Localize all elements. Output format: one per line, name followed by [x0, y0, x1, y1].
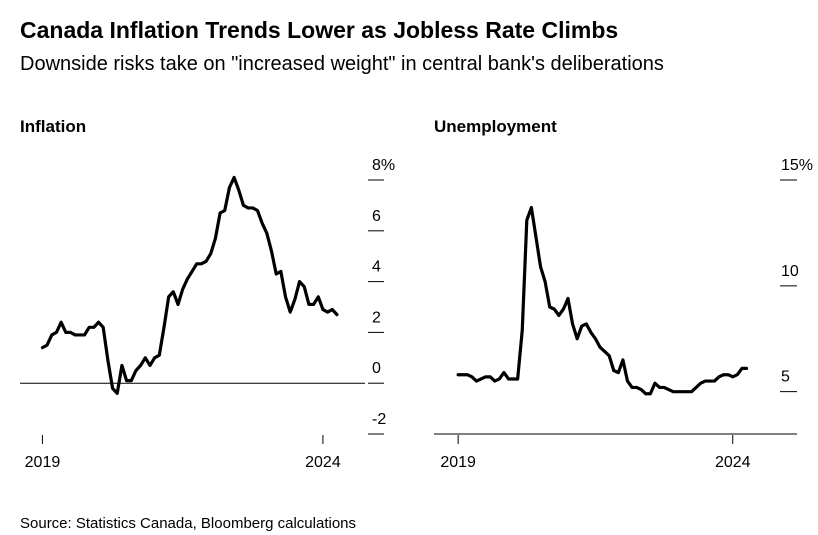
- panel-title: Inflation: [20, 117, 86, 136]
- data-line: [456, 205, 749, 396]
- y-tick-label: 6: [372, 208, 381, 225]
- panel-title: Unemployment: [434, 117, 557, 136]
- x-tick-label: 2019: [25, 454, 61, 471]
- source: Source: Statistics Canada, Bloomberg cal…: [20, 515, 356, 532]
- x-tick-label: 2024: [715, 454, 751, 471]
- data-line: [40, 175, 339, 395]
- title: Canada Inflation Trends Lower as Jobless…: [20, 17, 618, 43]
- y-tick-label: 5: [781, 369, 790, 386]
- y-tick-label: 0: [372, 360, 381, 377]
- y-tick-label: 4: [372, 259, 381, 276]
- x-tick-label: 2019: [440, 454, 476, 471]
- y-tick-label: -2: [372, 411, 386, 428]
- x-tick-label: 2024: [305, 454, 341, 471]
- y-tick-label: 8%: [372, 157, 395, 174]
- y-tick-label: 15%: [781, 157, 813, 174]
- y-tick-label: 10: [781, 263, 799, 280]
- y-tick-label: 2: [372, 309, 381, 326]
- subtitle: Downside risks take on "increased weight…: [20, 53, 664, 75]
